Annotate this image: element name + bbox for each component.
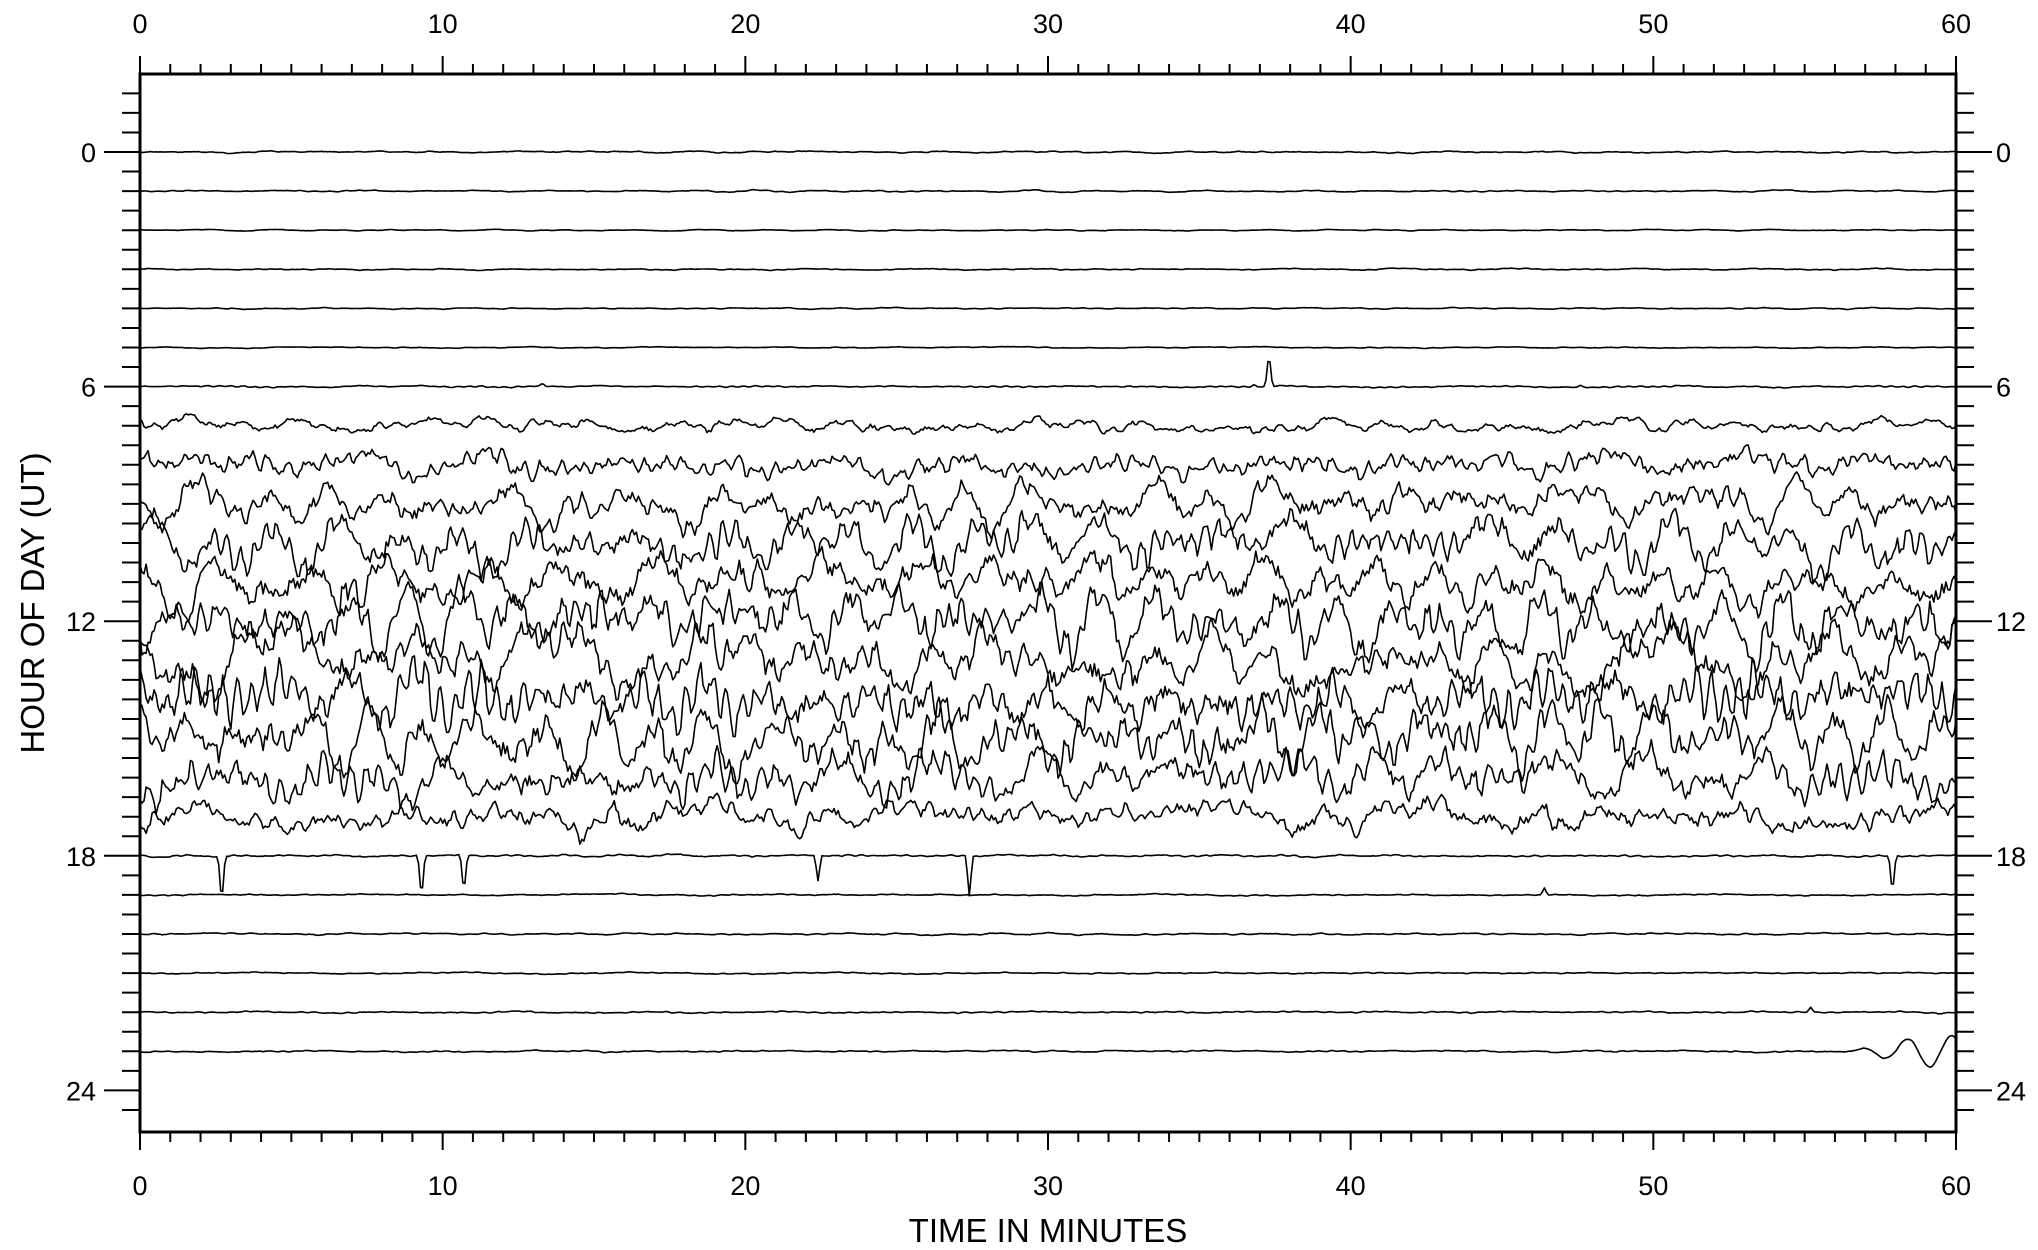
trace-hour-5 bbox=[140, 345, 1957, 350]
x-tick-label-bottom: 40 bbox=[1336, 1171, 1366, 1201]
y-tick-label-right: 24 bbox=[1996, 1076, 2026, 1106]
trace-hour-1 bbox=[140, 188, 1957, 194]
seismic-traces bbox=[139, 149, 1957, 1068]
trace-hour-13 bbox=[139, 613, 1957, 708]
trace-hour-10 bbox=[139, 507, 1957, 584]
x-tick-label-bottom: 20 bbox=[730, 1171, 760, 1201]
y-tick-label-right: 0 bbox=[1996, 138, 2011, 168]
x-tick-label-bottom: 10 bbox=[428, 1171, 458, 1201]
x-tick-label-top: 10 bbox=[428, 9, 458, 39]
trace-hour-23 bbox=[139, 1034, 1957, 1068]
x-tick-label-bottom: 30 bbox=[1033, 1171, 1063, 1201]
x-tick-label-bottom: 0 bbox=[132, 1171, 147, 1201]
trace-hour-20 bbox=[139, 931, 1957, 937]
y-tick-label-left: 6 bbox=[81, 373, 96, 403]
x-axis-title: TIME IN MINUTES bbox=[909, 1212, 1188, 1249]
trace-hour-3 bbox=[140, 267, 1957, 272]
x-tick-label-top: 40 bbox=[1336, 9, 1366, 39]
x-tick-label-top: 20 bbox=[730, 9, 760, 39]
trace-hour-18 bbox=[139, 853, 1956, 897]
y-tick-label-right: 6 bbox=[1996, 373, 2011, 403]
trace-hour-9 bbox=[139, 471, 1957, 540]
y-tick-label-left: 0 bbox=[81, 138, 96, 168]
trace-hour-12 bbox=[139, 573, 1957, 673]
axis-ticks bbox=[104, 56, 1992, 1150]
x-tick-label-bottom: 60 bbox=[1941, 1171, 1971, 1201]
trace-hour-19 bbox=[139, 887, 1957, 897]
x-tick-label-top: 50 bbox=[1638, 9, 1668, 39]
y-tick-label-right: 18 bbox=[1996, 842, 2026, 872]
trace-hour-4 bbox=[140, 306, 1957, 311]
trace-hour-6 bbox=[139, 360, 1957, 389]
y-tick-label-left: 18 bbox=[66, 842, 96, 872]
x-tick-label-top: 30 bbox=[1033, 9, 1063, 39]
y-tick-label-left: 12 bbox=[66, 607, 96, 637]
trace-hour-17 bbox=[139, 792, 1957, 845]
trace-hour-11 bbox=[139, 545, 1957, 623]
trace-hour-15 bbox=[139, 692, 1957, 785]
trace-hour-8 bbox=[139, 444, 1957, 486]
y-tick-label-right: 12 bbox=[1996, 607, 2026, 637]
y-tick-label-left: 24 bbox=[66, 1076, 96, 1106]
trace-hour-22 bbox=[139, 1006, 1957, 1015]
trace-hour-16 bbox=[139, 738, 1957, 815]
trace-hour-7 bbox=[139, 413, 1957, 435]
x-tick-label-top: 0 bbox=[132, 9, 147, 39]
y-axis-title: HOUR OF DAY (UT) bbox=[14, 452, 51, 753]
trace-hour-0 bbox=[139, 149, 1957, 155]
axis-tick-labels: 0 0 10 10 20 20 30 30 40 40 50 50 60 60 0 0 6 6 12 12 18 18 24… bbox=[66, 9, 2026, 1201]
trace-hour-2 bbox=[140, 228, 1957, 232]
x-tick-label-bottom: 50 bbox=[1638, 1171, 1668, 1201]
x-tick-label-top: 60 bbox=[1941, 9, 1971, 39]
trace-hour-21 bbox=[139, 971, 1957, 976]
trace-hour-14 bbox=[139, 655, 1957, 738]
